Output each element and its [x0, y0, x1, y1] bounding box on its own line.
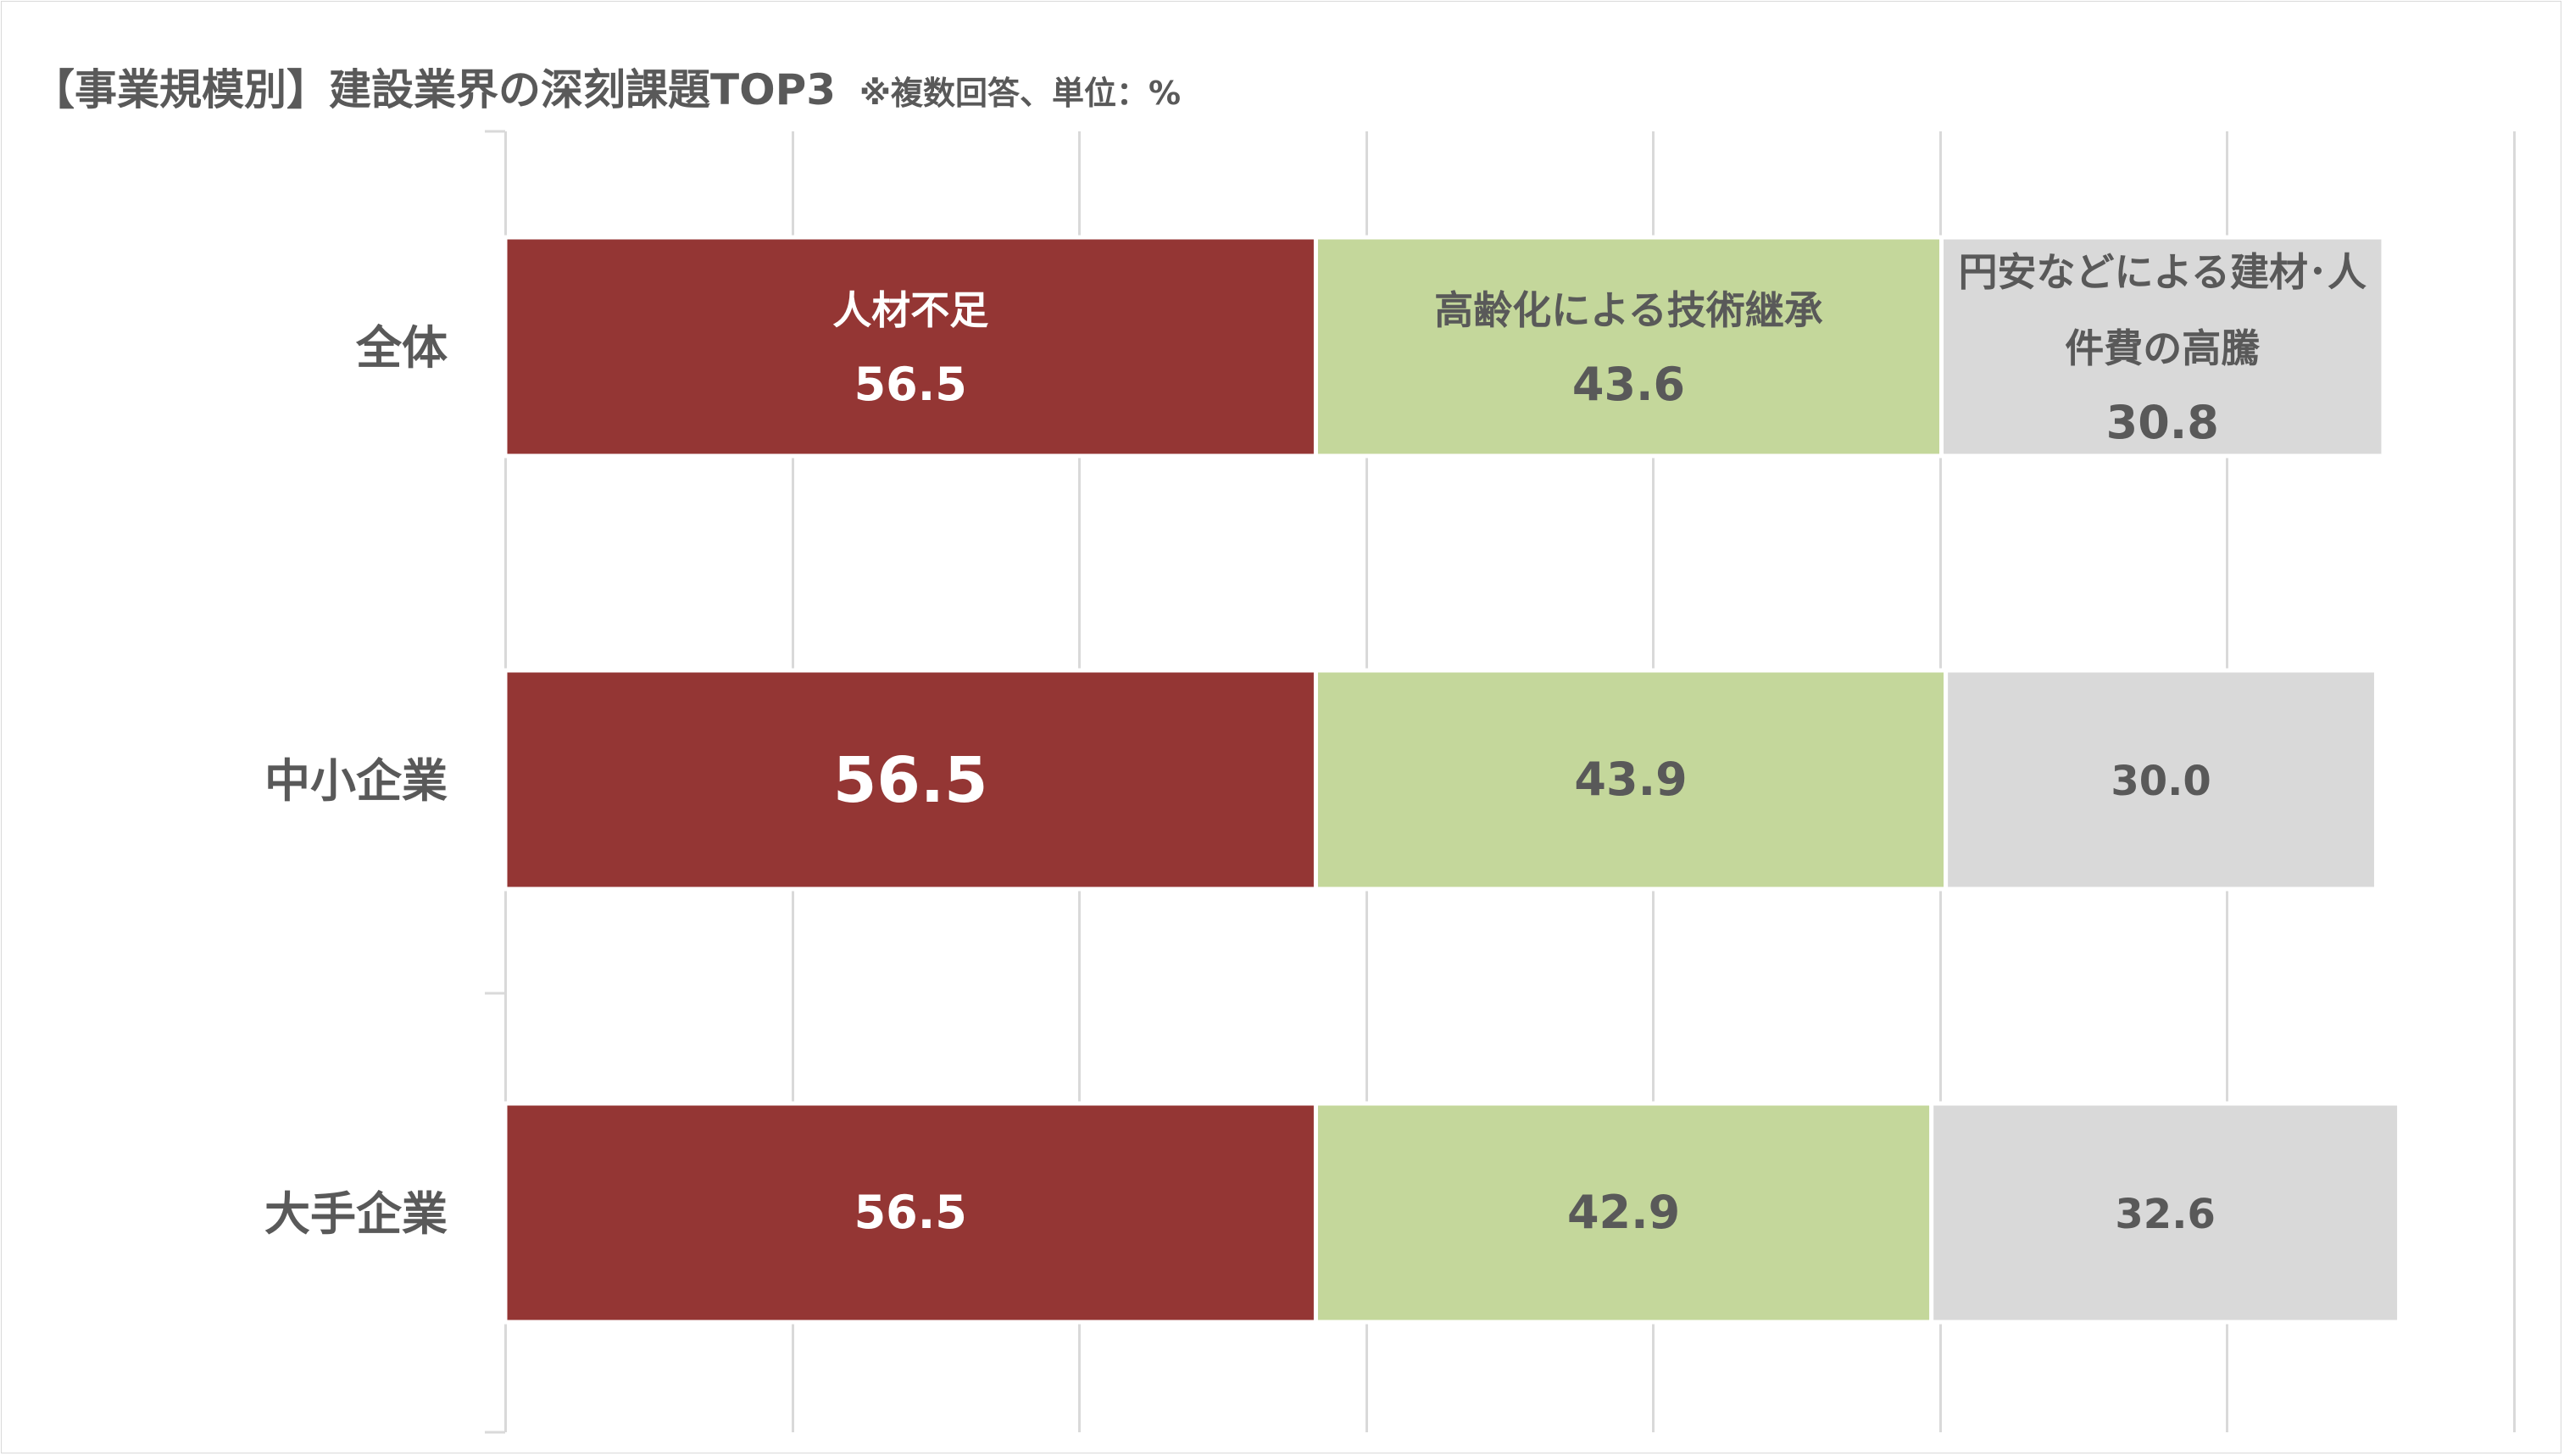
data-label: 32.6 — [2115, 1191, 2215, 1238]
data-label: 30.0 — [2111, 758, 2211, 805]
data-label: 42.9 — [1567, 1186, 1680, 1239]
bar — [503, 235, 1318, 458]
data-label: 56.5 — [854, 1186, 967, 1239]
bar — [1313, 235, 1944, 458]
category-label: 大手企業 — [264, 1187, 448, 1241]
category-label: 中小企業 — [264, 754, 448, 808]
data-label: 43.6 — [1572, 358, 1685, 411]
bar — [1313, 668, 1949, 892]
series-name-label: 人材不足 — [832, 287, 988, 333]
bar — [1939, 235, 2386, 458]
bar — [1929, 1101, 2402, 1325]
data-label: 56.5 — [854, 358, 967, 411]
bar — [1313, 1101, 1934, 1325]
series-name-label: 高齢化による技術継承 — [1434, 287, 1823, 333]
bar — [503, 668, 1318, 892]
series-name-label: 件費の高騰 — [2065, 325, 2261, 371]
chart-title-note: ※複数回答、単位：% — [859, 75, 1182, 112]
chart-title: 【事業規模別】建設業界の深刻課題TOP3 ※複数回答、単位：% — [32, 56, 1181, 117]
bar — [1944, 668, 2378, 892]
category-label: 全体 — [355, 321, 448, 375]
series-name-label: 円安などによる建材･人 — [1958, 249, 2367, 295]
bars — [503, 235, 2402, 1325]
data-label: 56.5 — [833, 744, 988, 817]
bar — [503, 1101, 1318, 1325]
data-label: 30.8 — [2106, 396, 2219, 449]
chart-title-main: 【事業規模別】建設業界の深刻課題TOP3 — [32, 65, 837, 114]
data-label: 43.9 — [1574, 753, 1687, 806]
